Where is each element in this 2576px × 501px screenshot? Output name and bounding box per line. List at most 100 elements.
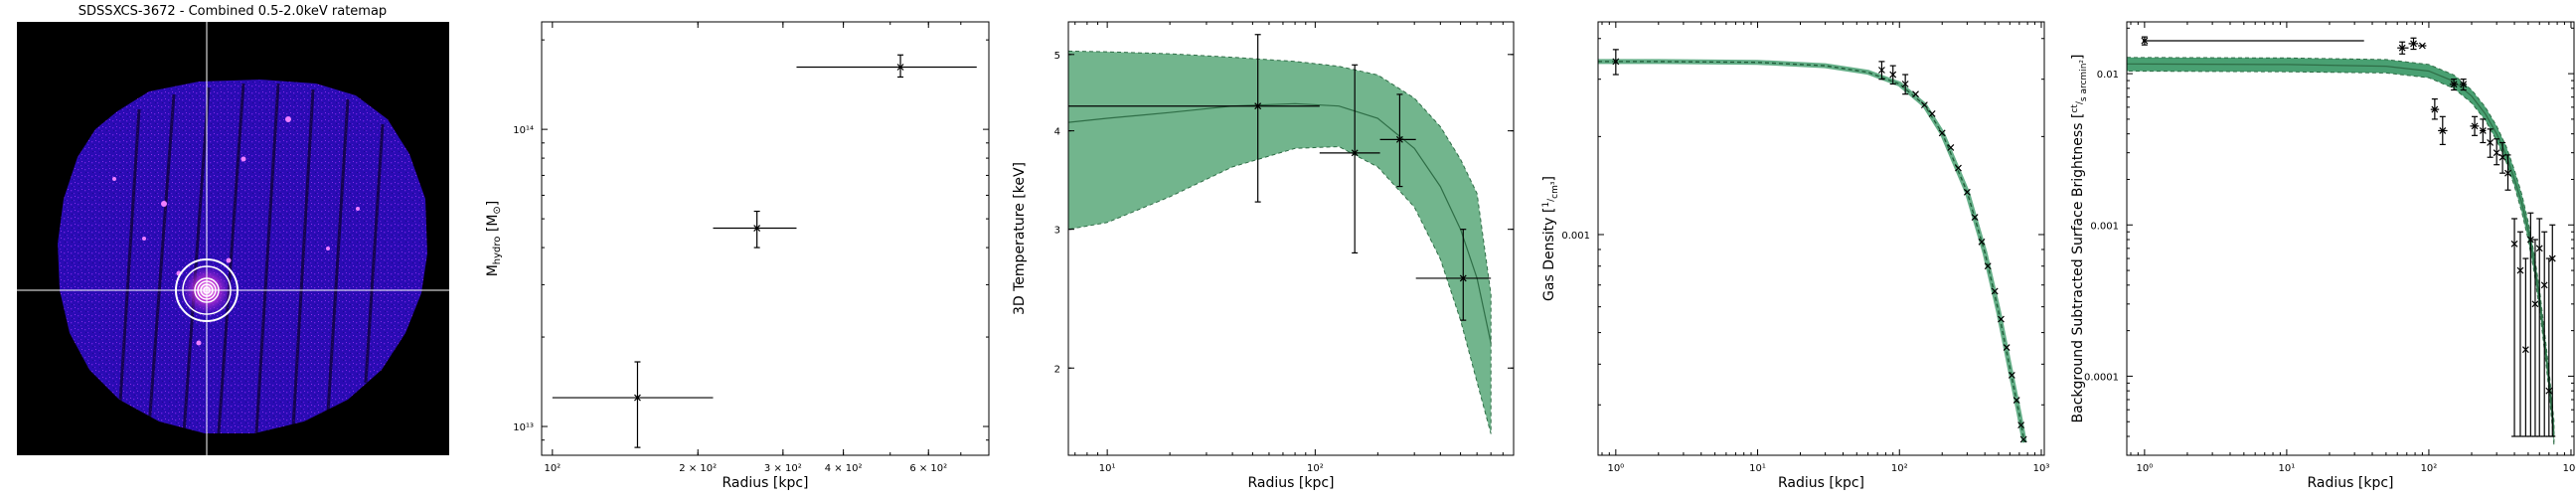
point-marker: [2460, 81, 2468, 88]
point-marker: [753, 225, 761, 232]
data-point-13: [1984, 262, 1992, 270]
y-tick-label: 10¹⁴: [513, 125, 534, 136]
x-tick-label: 10⁰: [1607, 463, 1624, 474]
model-line: [1598, 61, 2025, 443]
point-marker: [2431, 105, 2439, 113]
y-tick-label: 0.001: [1561, 231, 1590, 242]
x-tick-label: 4 × 10²: [825, 463, 863, 474]
data-point-0: [2141, 36, 2364, 46]
data-point-4: [1912, 90, 1919, 98]
data-point-17: [2008, 371, 2015, 379]
y-axis-label-part: [M: [485, 215, 501, 237]
xray-emission-region: [58, 80, 427, 433]
data-point-14: [2510, 218, 2518, 437]
point-marker: [2510, 240, 2518, 248]
data-point-15: [1998, 315, 2005, 323]
ratemap-panel: SDSSXCS-3672 - Combined 0.5-2.0keV ratem…: [17, 4, 449, 455]
point-marker: [2410, 40, 2417, 48]
y-axis-label-part: hydro: [492, 237, 503, 265]
y-axis-label-text: Background Subtracted Surface Brightness: [2070, 123, 2086, 423]
data-point-20: [2540, 231, 2548, 437]
point-marker: [1395, 135, 1403, 143]
point-marker: [2008, 371, 2015, 379]
chip-gap-stripes: [117, 83, 385, 434]
data-point-5: [1920, 101, 1928, 109]
point-marker: [2479, 127, 2487, 134]
point-marker: [2498, 153, 2506, 161]
point-marker: [1912, 90, 1919, 98]
data-point-11: [1971, 214, 1979, 222]
y-axis-label-part: M: [485, 264, 501, 276]
point-marker: [2545, 387, 2553, 395]
y-axis-label-part: ⊙: [492, 206, 503, 214]
data-point-4: [2430, 97, 2440, 120]
point-marker: [1984, 262, 1992, 270]
x-tick-label: 10³: [2563, 463, 2576, 474]
point-marker: [1351, 149, 1359, 157]
point-marker: [2017, 421, 2025, 429]
point-marker: [1459, 274, 1467, 282]
confidence-band: [1068, 50, 1492, 434]
x-tick-label: 6 × 10²: [909, 463, 947, 474]
data-point-15: [2516, 231, 2524, 437]
point-marker: [2141, 37, 2149, 45]
data-point-18: [2012, 397, 2020, 405]
data-point-21: [2545, 257, 2553, 437]
y-axis-unit-numerator: ct: [2070, 104, 2080, 113]
plot-area: [1598, 49, 2027, 443]
ratemap-title: SDSSXCS-3672 - Combined 0.5-2.0keV ratem…: [79, 4, 387, 19]
x-tick-label: 10²: [2421, 463, 2438, 474]
y-axis-label-close: ]: [1541, 176, 1557, 181]
y-axis-label: Gas Density [1/cm³]: [1541, 176, 1560, 301]
data-point-2: [1889, 65, 1897, 85]
data-point-5: [2438, 115, 2448, 145]
data-point-1: [1878, 61, 1885, 81]
x-tick-label: 10²: [1891, 463, 1908, 474]
data-point-9: [1955, 164, 1962, 172]
x-tick-label: 10³: [2033, 463, 2050, 474]
point-marker: [2540, 281, 2548, 289]
point-marker: [1938, 129, 1946, 137]
point-marker: [1878, 67, 1885, 74]
point-marker: [1955, 164, 1962, 172]
point-marker: [634, 394, 641, 402]
data-point-12: [2498, 141, 2506, 174]
point-marker: [1920, 101, 1928, 109]
y-axis-unit-numerator: 1: [1541, 202, 1551, 208]
data-point-9: [2479, 118, 2487, 144]
x-tick-label: 10¹: [1099, 463, 1116, 474]
point-marker: [2535, 245, 2543, 252]
y-axis-label-part: ]: [485, 201, 501, 206]
point-marker: [1889, 71, 1897, 79]
point-marker: [1991, 287, 1999, 295]
data-point-20: [2019, 435, 2027, 443]
x-tick-label: 10²: [1307, 463, 1324, 474]
point-marker: [1901, 81, 1909, 87]
x-tick-label: 10¹: [2279, 463, 2296, 474]
data-point-14: [1991, 287, 1999, 295]
data-point-13: [2504, 154, 2511, 191]
x-axis-label: Radius [kpc]: [1778, 475, 1864, 491]
x-axis-label: Radius [kpc]: [2307, 475, 2393, 491]
x-tick-label: 10²: [544, 463, 561, 474]
data-point-2: [2408, 37, 2419, 51]
y-axis-label: 3D Temperature [keV]: [1012, 162, 1028, 315]
model-band: [1598, 59, 2027, 443]
point-marker: [2439, 127, 2447, 134]
data-point-0: [552, 361, 714, 448]
plot-area: [552, 54, 977, 448]
y-axis-label-text: 3D Temperature [keV]: [1012, 162, 1028, 315]
point-marker: [2516, 266, 2524, 274]
plot-area: [1068, 34, 1492, 434]
surface-brightness-chart: 10⁰ 10¹ 10² 10³ 0.0001 0.001 0.01 Radius [kpc] B…: [2070, 21, 2576, 491]
data-point-6: [2449, 79, 2459, 91]
data-point-1: [2397, 41, 2409, 55]
y-axis-label: Mhydro [M⊙]: [485, 201, 503, 277]
point-marker: [1998, 315, 2005, 323]
data-point-8: [1947, 144, 1955, 151]
data-point-3: [1901, 74, 1909, 95]
point-marker: [2504, 169, 2511, 177]
y-axis-label: Background Subtracted Surface Brightness…: [2070, 55, 2089, 423]
point-marker: [2526, 236, 2534, 244]
